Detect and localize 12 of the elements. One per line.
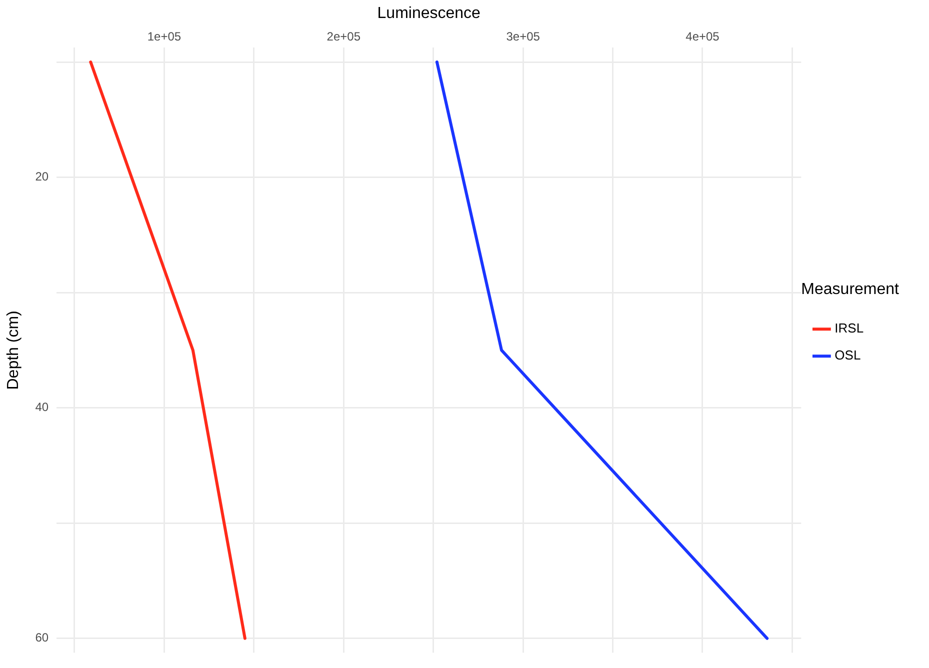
y-axis-title: Depth (cm)	[5, 310, 22, 390]
x-tick-label: 3e+05	[506, 30, 540, 44]
legend-label: OSL	[834, 348, 861, 363]
legend-title: Measurement	[801, 280, 900, 298]
x-tick-label: 4e+05	[686, 30, 720, 44]
legend-label: IRSL	[834, 320, 864, 336]
x-tick-label: 2e+05	[326, 30, 361, 44]
y-tick-label: 60	[35, 630, 49, 645]
x-axis-title: Luminescence	[377, 5, 481, 22]
y-tick-label: 20	[35, 170, 49, 184]
x-tick-label: 1e+05	[147, 30, 182, 44]
y-tick-label: 40	[35, 400, 49, 414]
